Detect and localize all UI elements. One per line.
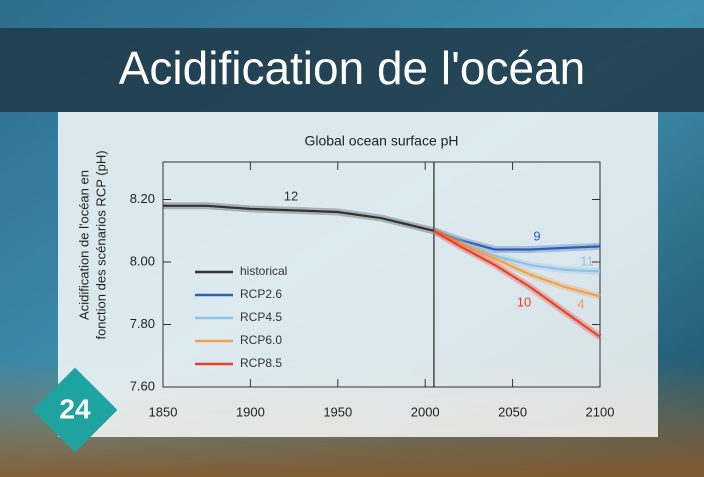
x-tick-label: 1950 <box>323 404 352 419</box>
slide-number: 24 <box>59 393 91 424</box>
x-tick-label: 2100 <box>586 404 615 419</box>
y-tick-label: 7.60 <box>130 378 155 393</box>
legend-label: RCP4.5 <box>240 310 282 324</box>
x-tick-label: 2050 <box>498 404 527 419</box>
legend-label: historical <box>240 264 287 278</box>
y-tick-label: 8.20 <box>130 191 155 206</box>
slide-title: Acidification de l'océan <box>119 42 586 94</box>
chart-panel <box>58 112 658 437</box>
chart-title: Global ocean surface pH <box>304 133 458 149</box>
x-tick-label: 2000 <box>411 404 440 419</box>
line <box>433 229 601 338</box>
line <box>433 229 601 298</box>
x-tick-label: 1900 <box>236 404 265 419</box>
y-axis-label: Acidification de l'océan en <box>76 170 91 320</box>
badge-shape <box>32 367 118 453</box>
plot-frame <box>162 161 601 388</box>
annotation: 10 <box>517 294 531 309</box>
x-tick-label: 1850 <box>149 404 178 419</box>
legend-label: RCP2.6 <box>240 287 282 301</box>
chart: Global ocean surface pH Acidification de … <box>76 133 614 420</box>
line <box>163 204 435 232</box>
line <box>433 229 601 251</box>
legend-label: RCP8.5 <box>240 356 282 370</box>
annotation: 4 <box>577 296 584 311</box>
y-tick-label: 7.80 <box>130 316 155 331</box>
legend-label: RCP6.0 <box>240 333 282 347</box>
annotation: 12 <box>284 188 298 203</box>
badge <box>32 367 118 453</box>
title-bar <box>0 28 704 112</box>
y-tick-label: 8.00 <box>130 253 155 268</box>
annotation: 11 <box>580 253 594 268</box>
annotation: 9 <box>533 228 540 243</box>
y-axis-label: fonction des scénarios RCP (pH) <box>93 150 108 339</box>
